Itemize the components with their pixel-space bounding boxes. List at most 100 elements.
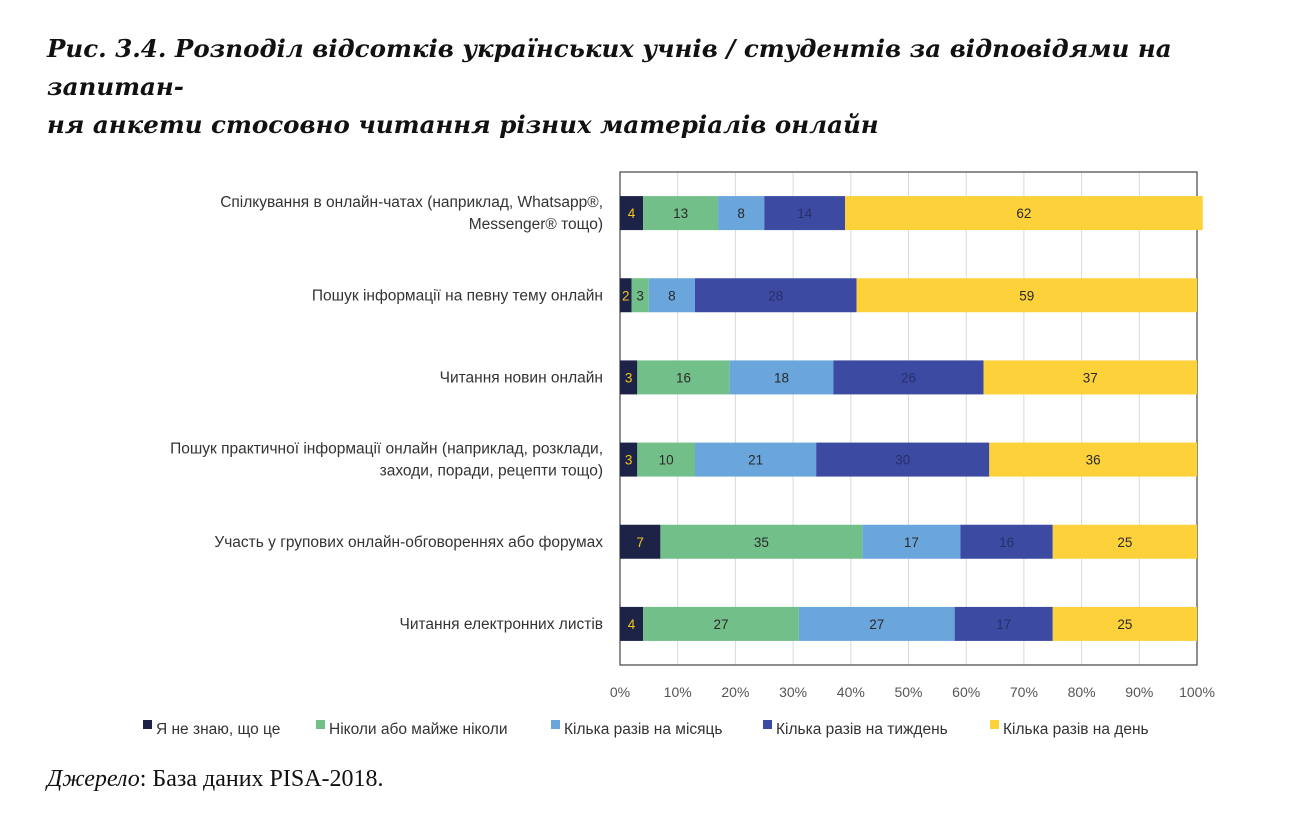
x-tick-label: 70% bbox=[1010, 684, 1038, 700]
data-label: 27 bbox=[869, 617, 884, 632]
data-label: 10 bbox=[659, 453, 674, 468]
category-label: Участь у групових онлайн-обговореннях аб… bbox=[214, 534, 603, 551]
data-label: 2 bbox=[622, 288, 630, 303]
bar-segment bbox=[845, 196, 1203, 231]
bars: 4 13 8 14 622 3 8 28 593 16 18 26 373 10 21 30 367 35 17 16… bbox=[620, 196, 1203, 641]
legend: Я не знаю, що це Ніколи або майже ніколи К… bbox=[143, 720, 1149, 738]
bar-segment bbox=[862, 524, 961, 559]
category-label: Читання електронних листів bbox=[400, 616, 603, 633]
bar-segment bbox=[643, 606, 799, 641]
legend-swatch bbox=[143, 720, 152, 729]
bar-segment bbox=[643, 196, 719, 231]
bar-segment bbox=[620, 524, 661, 559]
bar-segment bbox=[631, 278, 649, 313]
data-label: 30 bbox=[895, 453, 910, 468]
category-label: Пошук інформації на певну тему онлайн bbox=[312, 287, 603, 304]
data-label: 25 bbox=[1117, 617, 1132, 632]
x-tick-label: 50% bbox=[894, 684, 922, 700]
category-labels: Спілкування в онлайн-чатах (наприклад, W… bbox=[170, 194, 603, 633]
source-text: : База даних PISA-2018. bbox=[139, 766, 384, 792]
bar-segment bbox=[660, 524, 863, 559]
data-label: 62 bbox=[1016, 206, 1031, 221]
x-tick-label: 30% bbox=[779, 684, 807, 700]
stacked-bar-chart: 4 13 8 14 622 3 8 28 593 16 18 26 373 10 21 30 367 35 17 16… bbox=[143, 171, 1215, 738]
x-tick-label: 10% bbox=[664, 684, 692, 700]
legend-label: Ніколи або майже ніколи bbox=[329, 721, 507, 738]
legend-swatch bbox=[990, 720, 999, 729]
data-label: 18 bbox=[774, 370, 789, 385]
data-label: 8 bbox=[737, 206, 745, 221]
data-label: 59 bbox=[1019, 288, 1034, 303]
x-tick-label: 80% bbox=[1068, 684, 1096, 700]
legend-label: Я не знаю, що це bbox=[156, 721, 280, 738]
data-label: 28 bbox=[768, 288, 783, 303]
bar-segment bbox=[983, 360, 1197, 395]
bar-segment bbox=[718, 196, 765, 231]
data-label: 4 bbox=[628, 206, 636, 221]
data-label: 17 bbox=[996, 617, 1011, 632]
source-label: Джерело bbox=[47, 766, 140, 792]
data-label: 35 bbox=[754, 535, 769, 550]
bar-segment bbox=[954, 606, 1053, 641]
x-tick-label: 0% bbox=[610, 684, 630, 700]
bar-segment bbox=[620, 196, 644, 231]
x-tick-label: 90% bbox=[1125, 684, 1153, 700]
bar-segment bbox=[637, 442, 696, 477]
legend-label: Кілька разів на тиждень bbox=[776, 721, 948, 738]
data-label: 21 bbox=[748, 453, 763, 468]
category-label: Пошук практичної інформації онлайн (напр… bbox=[170, 441, 603, 458]
legend-label: Кілька разів на день bbox=[1003, 721, 1149, 738]
data-label: 16 bbox=[999, 535, 1014, 550]
plot-area-frame bbox=[619, 171, 1198, 666]
bar-segment bbox=[620, 606, 644, 641]
bar-segment bbox=[620, 360, 638, 395]
data-label: 14 bbox=[797, 206, 813, 221]
bar-segment bbox=[856, 278, 1197, 313]
bar-segment bbox=[620, 278, 632, 313]
data-label: 25 bbox=[1117, 535, 1132, 550]
bar-segment bbox=[989, 442, 1197, 477]
category-label: Спілкування в онлайн-чатах (наприклад, W… bbox=[220, 194, 603, 211]
data-label: 3 bbox=[636, 288, 644, 303]
figure-title: Рис. 3.4. Розподіл відсотків українських… bbox=[47, 34, 1172, 139]
bar-segment bbox=[1052, 606, 1197, 641]
data-label: 26 bbox=[901, 370, 916, 385]
bar-segment bbox=[695, 278, 857, 313]
x-tick-label: 60% bbox=[952, 684, 980, 700]
legend-label: Кілька разів на місяць bbox=[564, 721, 722, 738]
data-label: 16 bbox=[676, 370, 691, 385]
data-label: 36 bbox=[1086, 453, 1101, 468]
legend-swatch bbox=[316, 720, 325, 729]
bar-segment bbox=[816, 442, 990, 477]
category-label: Messenger® тощо) bbox=[469, 216, 603, 233]
x-tick-label: 20% bbox=[721, 684, 749, 700]
data-label: 4 bbox=[628, 617, 636, 632]
bar-segment bbox=[1052, 524, 1197, 559]
data-label: 8 bbox=[668, 288, 676, 303]
x-tick-label: 100% bbox=[1179, 684, 1215, 700]
bar-segment bbox=[833, 360, 984, 395]
data-label: 27 bbox=[713, 617, 728, 632]
bar-segment bbox=[648, 278, 696, 313]
source-note: Джерело: База даних PISA-2018. bbox=[47, 766, 384, 793]
x-tick-label: 40% bbox=[837, 684, 865, 700]
data-label: 3 bbox=[625, 370, 633, 385]
category-label: заходи, поради, рецепти тощо) bbox=[380, 463, 603, 480]
bar-segment bbox=[695, 442, 817, 477]
bar-segment bbox=[729, 360, 834, 395]
data-label: 17 bbox=[904, 535, 919, 550]
grid-lines bbox=[619, 172, 1198, 665]
legend-swatch bbox=[551, 720, 560, 729]
data-label: 7 bbox=[636, 535, 644, 550]
bar-segment bbox=[637, 360, 730, 395]
bar-segment bbox=[798, 606, 955, 641]
data-label: 3 bbox=[625, 453, 633, 468]
bar-segment bbox=[960, 524, 1053, 559]
x-axis-ticks: 0% 10% 20% 30% 40% 50% 60% 70% 80% 90% 100% bbox=[610, 684, 1215, 700]
bar-segment bbox=[764, 196, 846, 231]
data-label: 13 bbox=[673, 206, 688, 221]
data-label: 37 bbox=[1083, 370, 1098, 385]
category-label: Читання новин онлайн bbox=[440, 369, 603, 386]
bar-segment bbox=[620, 442, 638, 477]
legend-swatch bbox=[763, 720, 772, 729]
